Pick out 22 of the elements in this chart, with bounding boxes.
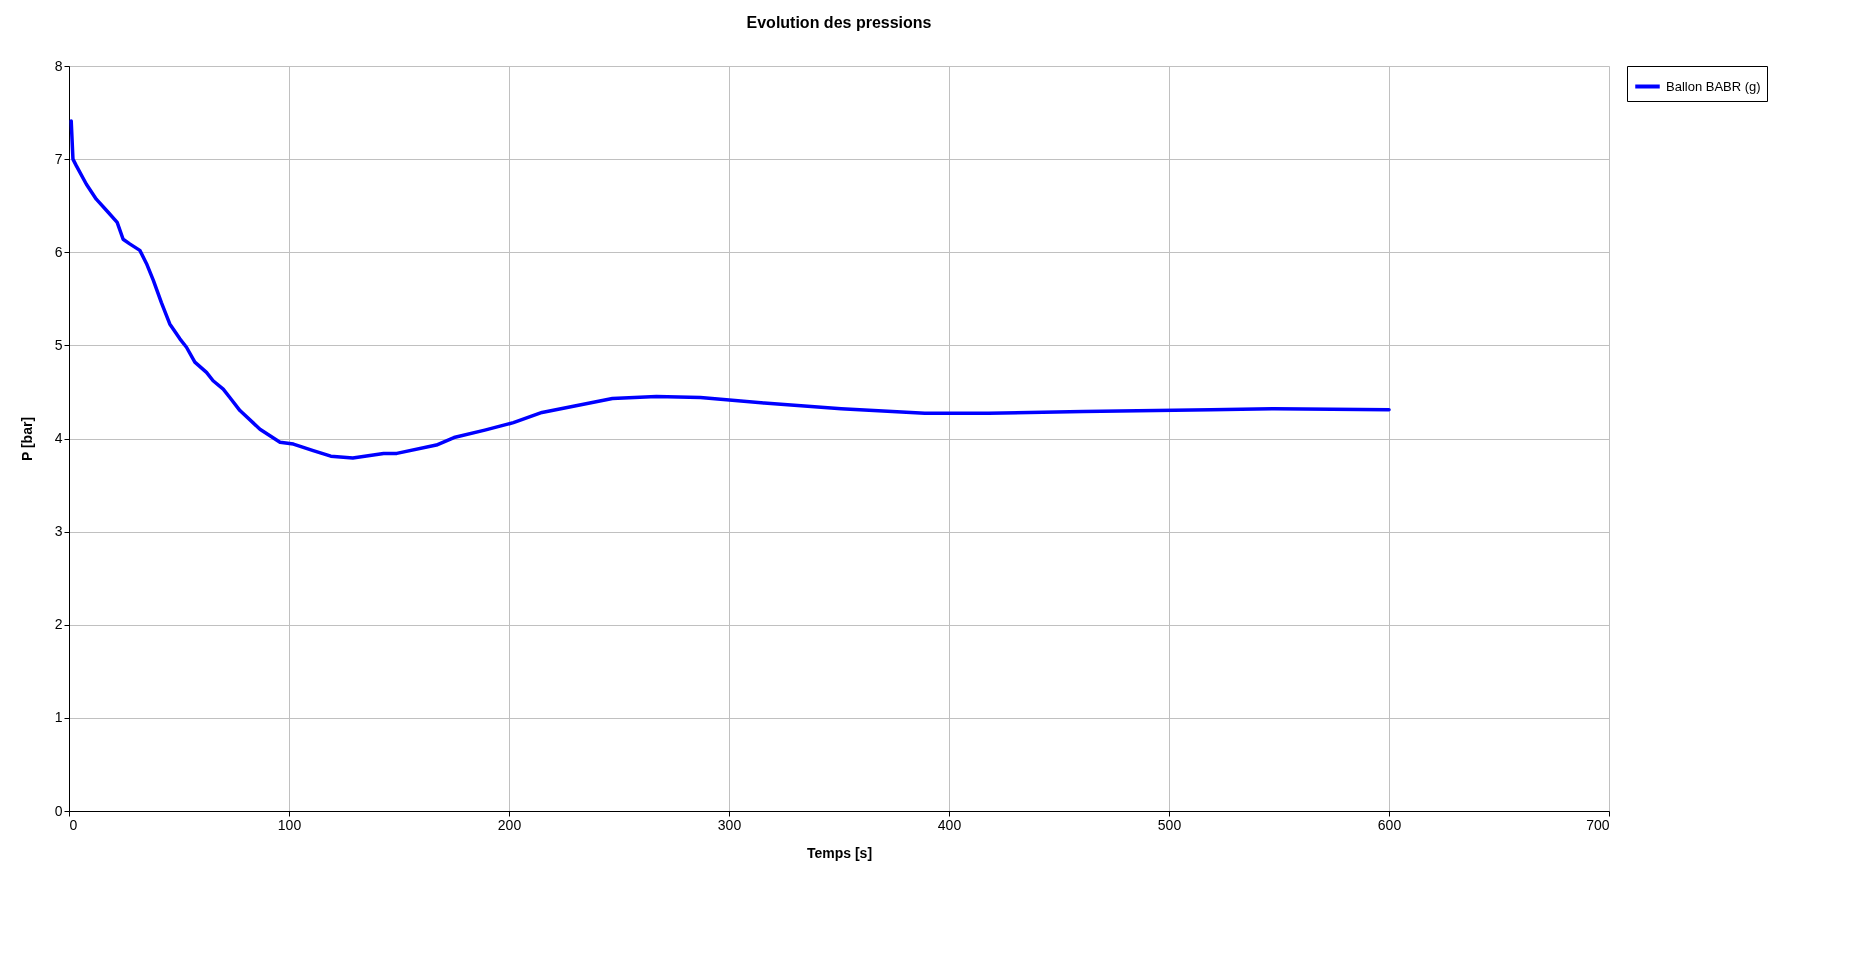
x-tick-label: 600 <box>1377 816 1402 833</box>
y-tick-label: 8 <box>54 57 63 74</box>
x-axis-title: Temps [s] <box>806 844 873 861</box>
x-tick-label: 0 <box>69 816 78 833</box>
y-tick-label: 4 <box>54 430 63 446</box>
x-tick-label: 400 <box>937 816 962 833</box>
x-tick-label: 500 <box>1157 816 1182 833</box>
x-tick-label: 300 <box>717 816 742 833</box>
y-tick-label: 3 <box>54 523 63 540</box>
y-tick-label: 2 <box>54 616 63 633</box>
y-tick-label: 7 <box>54 150 63 167</box>
x-tick-label: 700 <box>1586 816 1610 833</box>
y-tick-label: 1 <box>54 709 63 726</box>
line-series <box>69 119 1391 460</box>
legend-label: Ballon BABR (g) <box>1666 78 1761 94</box>
x-tick-label: 100 <box>277 816 302 833</box>
y-tick-label: 5 <box>54 336 63 353</box>
y-tick-label: 0 <box>54 802 63 819</box>
y-tick-label: 6 <box>54 243 63 260</box>
y-axis-title: P [bar] <box>18 416 35 462</box>
x-tick-label: 200 <box>497 816 522 833</box>
chart-title: Evolution des pressions <box>746 14 932 31</box>
